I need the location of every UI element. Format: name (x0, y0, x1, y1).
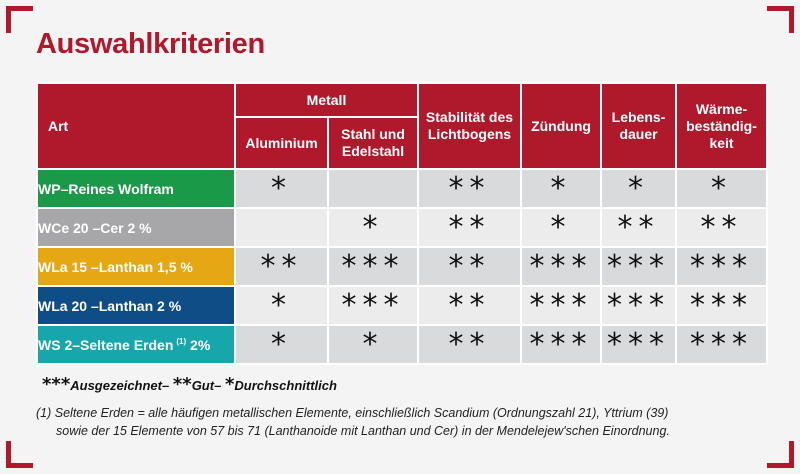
page-title: Auswahlkriterien (36, 28, 265, 60)
rating-cell: * (234, 324, 329, 365)
legend-star-1: * (224, 374, 235, 395)
rating-cell: *** (520, 285, 602, 326)
rating-cell: ** (417, 246, 522, 287)
legend-text-2: Gut– (191, 378, 222, 393)
table-row: WLa 20 –Lanthan 2 % * *** ** *** *** *** (36, 285, 768, 326)
rating-cell: *** (327, 246, 419, 287)
header-art: Art (36, 82, 236, 170)
footnote-mark: (1) (176, 336, 187, 346)
rating-cell: * (520, 207, 602, 248)
rating-cell: *** (600, 324, 677, 365)
rating-cell: *** (600, 246, 677, 287)
row-label: WP–Reines Wolfram (36, 168, 236, 209)
corner-mark-top-right (767, 6, 794, 33)
table-row: WLa 15 –Lanthan 1,5 % ** *** ** *** *** *** (36, 246, 768, 287)
legend-text-3: Ausgezeichnet– (70, 378, 170, 393)
rating-cell: * (675, 168, 768, 209)
rating-cell: *** (675, 285, 768, 326)
row-label: WS 2–Seltene Erden (1) 2% (36, 324, 236, 365)
rating-cell (234, 207, 329, 248)
rating-cell: * (234, 285, 329, 326)
row-label: WLa 20 –Lanthan 2 % (36, 285, 236, 326)
header-lebensdauer: Lebens-dauer (600, 82, 677, 170)
criteria-table: Art Metall Stabilität des Lichtbogens Zün… (36, 82, 768, 365)
header-aluminium: Aluminium (234, 116, 329, 170)
rating-cell: *** (600, 285, 677, 326)
rating-cell: ** (417, 285, 522, 326)
rating-cell: * (327, 207, 419, 248)
rating-cell: * (234, 168, 329, 209)
footnote-line-2: sowie der 15 Elemente von 57 bis 71 (Lan… (56, 424, 670, 438)
table-body: WP–Reines Wolfram * ** * * * WCe 20 –Cer 2 % * *… (36, 168, 768, 365)
rating-cell: *** (327, 285, 419, 326)
footnote: (1) Seltene Erden = alle häufigen metall… (36, 404, 766, 440)
corner-mark-bottom-right (767, 441, 794, 468)
rating-cell: ** (234, 246, 329, 287)
rating-cell (327, 168, 419, 209)
header-waermebestaendigkeit: Wärme-beständig-keit (675, 82, 768, 170)
rating-cell: *** (520, 324, 602, 365)
rating-legend: ***Ausgezeichnet– **Gut– *Durchschnittli… (42, 374, 337, 395)
corner-mark-top-left (6, 6, 33, 33)
table-row: WP–Reines Wolfram * ** * * * (36, 168, 768, 209)
rating-cell: * (520, 168, 602, 209)
corner-mark-bottom-left (6, 441, 33, 468)
header-stabilitaet: Stabilität des Lichtbogens (417, 82, 522, 170)
footnote-line-1: (1) Seltene Erden = alle häufigen metall… (36, 406, 669, 420)
rating-cell: *** (675, 324, 768, 365)
rating-cell: ** (675, 207, 768, 248)
rating-cell: *** (675, 246, 768, 287)
legend-star-3: *** (42, 374, 71, 395)
legend-text-1: Durchschnittlich (234, 378, 337, 393)
table-row: WCe 20 –Cer 2 % * ** * ** ** (36, 207, 768, 248)
table-row: WS 2–Seltene Erden (1) 2% * * ** *** *** *** (36, 324, 768, 365)
rating-cell: * (600, 168, 677, 209)
row-label: WCe 20 –Cer 2 % (36, 207, 236, 248)
rating-cell: ** (600, 207, 677, 248)
rating-cell: * (327, 324, 419, 365)
rating-cell: ** (417, 168, 522, 209)
rating-cell: ** (417, 207, 522, 248)
header-zuendung: Zündung (520, 82, 602, 170)
rating-cell: *** (520, 246, 602, 287)
header-metall: Metall (234, 82, 419, 118)
legend-star-2: ** (172, 374, 192, 395)
row-label: WLa 15 –Lanthan 1,5 % (36, 246, 236, 287)
rating-cell: ** (417, 324, 522, 365)
header-stahl: Stahl und Edelstahl (327, 116, 419, 170)
